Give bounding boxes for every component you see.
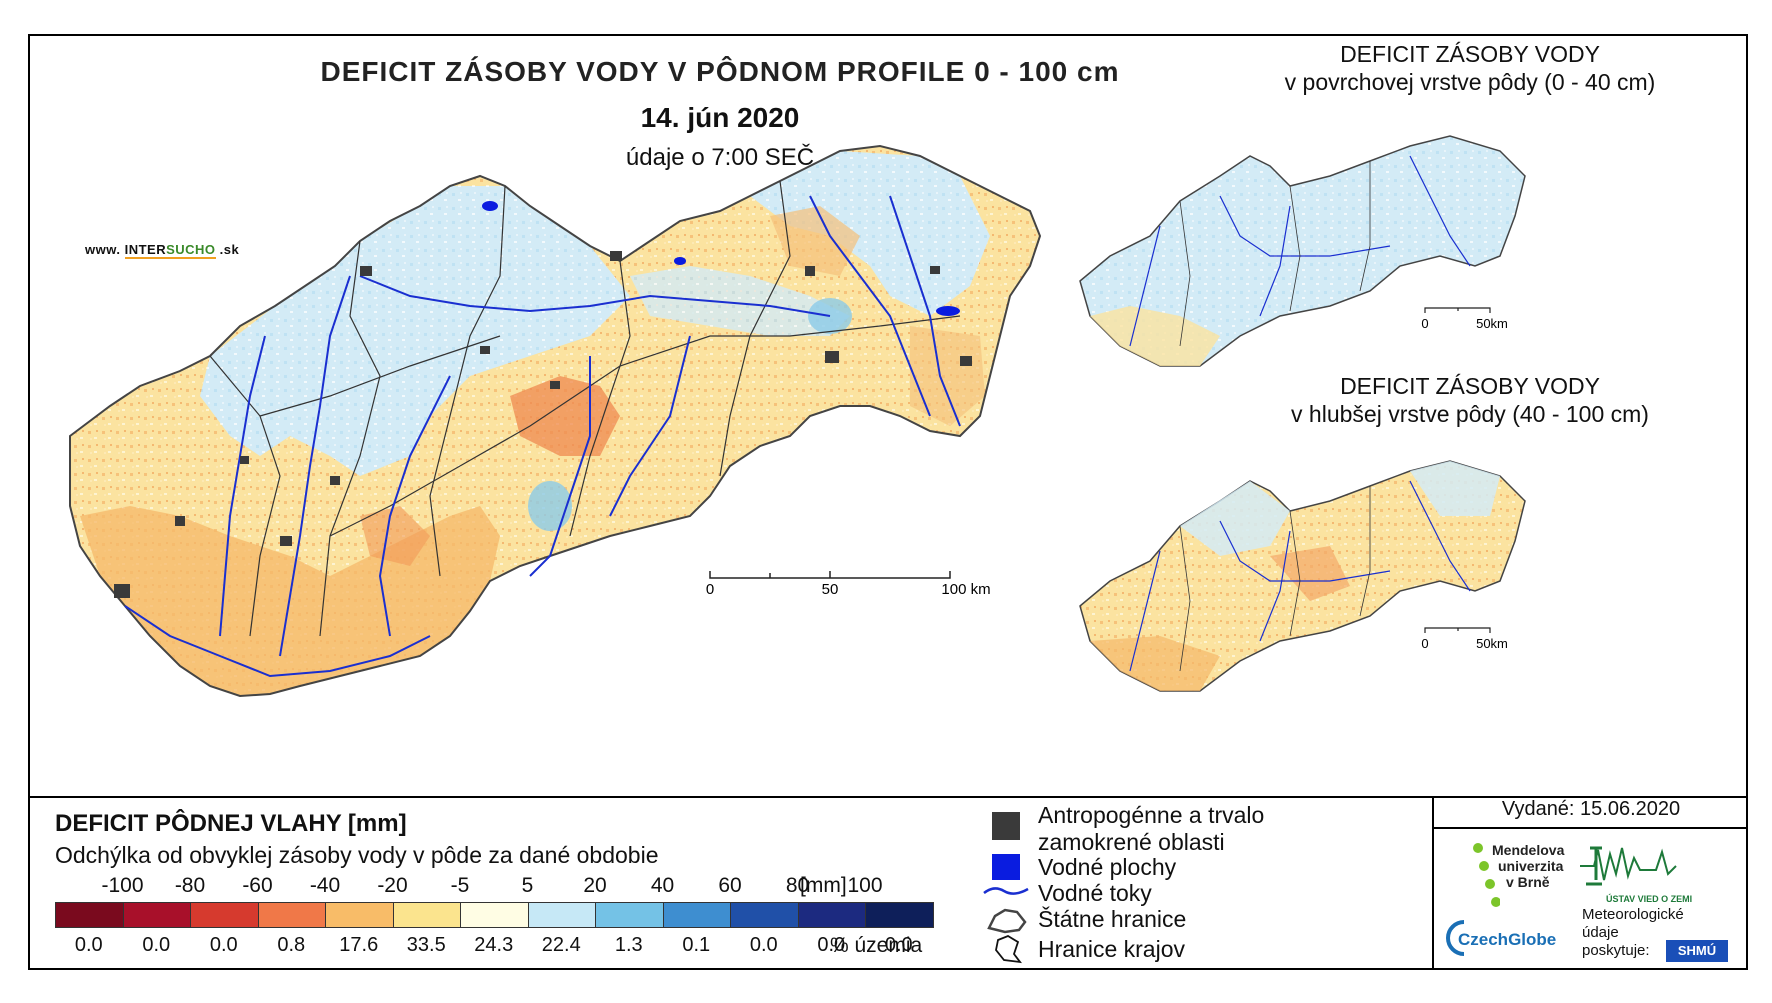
legend-percentage: 24.3 <box>474 934 514 956</box>
legend-swatch <box>595 902 664 928</box>
legend-percentage: 17.6 <box>339 934 379 956</box>
legend-title: DEFICIT PÔDNEJ VLAHY [mm] <box>55 810 407 837</box>
state-border-symbol <box>987 908 1027 934</box>
region-border-symbol <box>995 934 1022 964</box>
legend-boundary-label: -40 <box>309 874 341 897</box>
legend-swatch <box>257 902 326 928</box>
legend-percentage: 0.0 <box>749 934 778 956</box>
legend-percent-unit: % územia <box>830 934 923 957</box>
state-border-label: Štátne hranice <box>1038 906 1187 932</box>
legend-boundary-label: 80 <box>785 874 810 897</box>
meteo-line2: údaje <box>1582 924 1619 941</box>
legend-swatch <box>527 902 596 928</box>
water-bodies-label: Vodné plochy <box>1038 854 1177 880</box>
legend-boundary-label: 60 <box>718 874 742 897</box>
inset-top-title-line2: v povrchovej vrstve pôdy (0 - 40 cm) <box>1284 69 1656 95</box>
legend-boundary-label: 5 <box>521 874 534 897</box>
legend-percentage: 0.8 <box>277 934 306 956</box>
main-scale-100: 100 km <box>941 581 990 598</box>
legend-swatch <box>797 902 866 928</box>
website-suffix: .sk <box>219 242 240 257</box>
map-time: údaje o 7:00 SEČ <box>625 144 815 171</box>
main-map: 0 50 100 km <box>69 144 1042 698</box>
inset-bottom-title-line1: DEFICIT ZÁSOBY VODY <box>1340 373 1600 399</box>
inset-top-map: 0 50km <box>1079 135 1526 367</box>
legend-percentage: 0.0 <box>817 934 846 956</box>
legend-boundary-label: -80 <box>174 874 206 897</box>
inset-bottom-scale-50: 50km <box>1476 636 1508 651</box>
inset-bottom-scale-0: 0 <box>1421 636 1428 651</box>
legend-swatch <box>662 902 731 928</box>
website-name-a: INTER <box>124 242 167 257</box>
czechglobe-logo-text: CzechGlobe <box>1458 930 1557 949</box>
legend-boundary-label: 20 <box>583 874 607 897</box>
legend-swatch <box>730 902 799 928</box>
legend-percentage: 0.0 <box>884 934 913 956</box>
website-name-b: SUCHO <box>166 242 216 257</box>
anthropogenic-label-line1: Antropogénne a trvalo <box>1038 802 1265 828</box>
legend-boundary-label: -5 <box>450 874 470 897</box>
legend-boundary-label: -20 <box>377 874 408 897</box>
inset-bottom-title-line2: v hlubšej vrstve pôdy (40 - 100 cm) <box>1291 401 1649 427</box>
inset-top-title: DEFICIT ZÁSOBY VODY v povrchovej vrstve … <box>1210 40 1730 96</box>
meteo-line1: Meteorologické <box>1582 906 1684 923</box>
main-scale-0: 0 <box>706 581 714 598</box>
water-body-symbol <box>992 854 1020 880</box>
water-course-symbol <box>983 887 1029 895</box>
legend-percentage: 33.5 <box>406 934 446 956</box>
legend-swatch <box>122 902 191 928</box>
legend-swatch <box>55 902 124 928</box>
region-border-label: Hranice krajov <box>1038 936 1185 962</box>
uvz-logo-icon <box>1580 846 1677 886</box>
inset-bottom-title: DEFICIT ZÁSOBY VODY v hlubšej vrstve pôd… <box>1210 372 1730 428</box>
legend-percentage: 0.1 <box>682 934 711 956</box>
inset-top-scale-0: 0 <box>1421 316 1428 331</box>
website-prefix: www. <box>85 242 121 257</box>
legend-swatch <box>325 902 394 928</box>
legend-boundary-label: -60 <box>242 874 273 897</box>
anthropogenic-label-line2: zamokrené oblasti <box>1038 829 1225 855</box>
mendel-line1: Mendelova <box>1492 842 1565 858</box>
mendel-line3: v Brně <box>1506 874 1550 890</box>
meteo-provider: Meteorologické údaje poskytuje: <box>1582 906 1684 960</box>
legend-percentage: 0.0 <box>142 934 171 956</box>
inset-bottom-map: 0 50km <box>1079 460 1526 692</box>
legend-percentage: 0.0 <box>209 934 238 956</box>
shmu-logo: SHMÚ <box>1666 940 1728 962</box>
mendel-logo-icon <box>1473 843 1500 907</box>
legend-boundary-label: 40 <box>650 874 675 897</box>
legend-unit: [mm] <box>800 874 847 897</box>
map-area: DEFICIT ZÁSOBY VODY V PÔDNOM PROFILE 0 -… <box>30 36 1746 798</box>
mendel-line2: univerzita <box>1498 858 1564 874</box>
legend-boundary-label: 100 <box>847 874 883 897</box>
uvz-logo-text: ÚSTAV VIED O ZEMI <box>1606 894 1693 904</box>
legend-percentage: 0.0 <box>74 934 103 956</box>
inset-top-title-line1: DEFICIT ZÁSOBY VODY <box>1340 41 1600 67</box>
legend-boundary-label: -100 <box>101 874 144 897</box>
website-name: INTERSUCHO <box>124 242 216 259</box>
water-courses-label: Vodné toky <box>1038 880 1152 906</box>
legend-swatch <box>460 902 529 928</box>
website-label: www. INTERSUCHO .sk <box>85 242 240 259</box>
main-scale-50: 50 <box>822 581 839 598</box>
anthropogenic-label: Antropogénne a trvalo zamokrené oblasti <box>1038 802 1264 856</box>
legend-percentage: 1.3 <box>614 934 643 956</box>
map-title: DEFICIT ZÁSOBY VODY V PÔDNOM PROFILE 0 -… <box>320 56 1120 87</box>
map-frame: DEFICIT ZÁSOBY VODY V PÔDNOM PROFILE 0 -… <box>28 34 1748 970</box>
inset-top-scale-50: 50km <box>1476 316 1508 331</box>
legend-swatch <box>865 902 934 928</box>
czechglobe-logo-icon <box>1446 920 1465 956</box>
info-box: Vydané: 15.06.2020 Mendelova univerzita … <box>1432 796 1748 970</box>
mendel-logo-text: Mendelova univerzita v Brně <box>1492 842 1564 890</box>
legend-subtitle: Odchýlka od obvyklej zásoby vody v pôde … <box>55 842 659 868</box>
legend-percentage: 22.4 <box>541 934 581 956</box>
anthropogenic-symbol <box>992 812 1020 840</box>
map-date: 14. jún 2020 <box>640 102 800 133</box>
issued-date: Vydané: 15.06.2020 <box>1434 798 1748 829</box>
meteo-line3: poskytuje: <box>1582 942 1650 959</box>
legend-swatch <box>392 902 461 928</box>
legend-swatch <box>190 902 259 928</box>
